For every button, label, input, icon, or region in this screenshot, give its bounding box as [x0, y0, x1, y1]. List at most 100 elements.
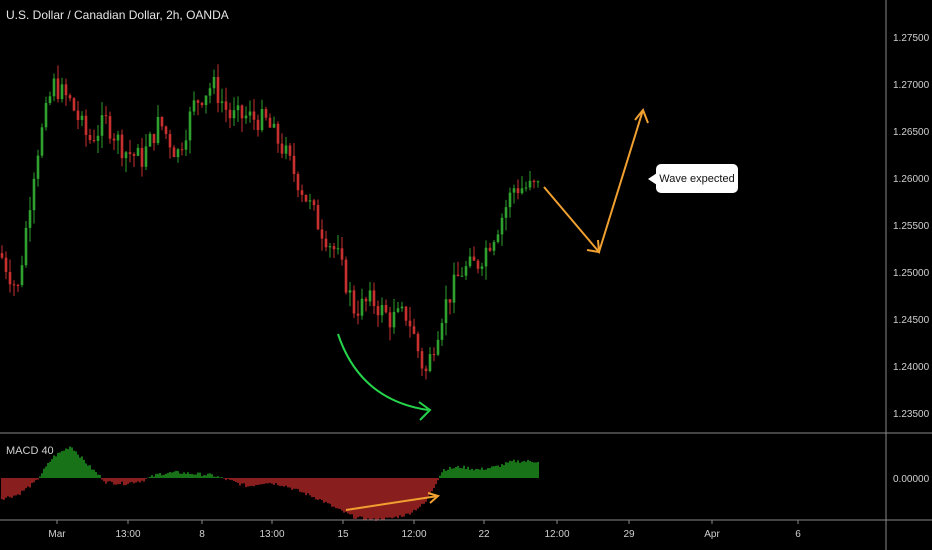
candle-body — [64, 84, 68, 96]
macd-bar — [491, 466, 493, 478]
macd-bar — [185, 473, 187, 478]
macd-bar — [479, 469, 481, 478]
candle-body — [32, 178, 36, 211]
macd-bar — [501, 464, 503, 478]
candle-body — [160, 116, 164, 127]
candle-body — [280, 143, 284, 154]
macd-bar — [233, 478, 235, 482]
macd-bar — [441, 472, 443, 478]
macd-bar — [407, 478, 409, 514]
macd-bar — [527, 459, 529, 478]
macd-bar — [149, 476, 151, 478]
candle-body — [416, 333, 420, 352]
candle-body — [372, 290, 376, 307]
candle-body — [36, 155, 40, 179]
candle-body — [356, 313, 360, 316]
macd-bar — [345, 478, 347, 512]
macd-bar — [25, 478, 27, 489]
price-tick-label: 1.25500 — [893, 221, 930, 232]
candle-body — [328, 246, 332, 248]
orange-arrow-head-up — [634, 108, 649, 124]
macd-bar — [313, 478, 315, 498]
macd-bar — [117, 478, 119, 485]
macd-bar — [463, 465, 465, 478]
macd-bar — [287, 478, 289, 488]
macd-bar — [311, 478, 313, 498]
macd-bar — [189, 473, 191, 478]
candle-body — [156, 116, 160, 144]
candle-body — [192, 100, 196, 112]
time-tick-label: 6 — [795, 529, 801, 540]
macd-bar — [135, 478, 137, 483]
macd-bar — [9, 478, 11, 498]
macd-bar — [521, 461, 523, 478]
candle-body — [368, 290, 372, 302]
candle-body — [220, 101, 224, 103]
candle-body — [132, 153, 136, 156]
macd-bar — [355, 478, 357, 519]
candle-body — [404, 306, 408, 321]
macd-bar — [235, 478, 237, 482]
candle-body — [200, 102, 204, 106]
macd-bar — [533, 462, 535, 478]
macd-bar — [485, 469, 487, 478]
macd-bar — [245, 478, 247, 488]
candle-body — [492, 242, 496, 251]
macd-bar — [335, 478, 337, 509]
macd-bar — [187, 472, 189, 478]
candle-body — [424, 368, 428, 372]
candle-body — [28, 210, 32, 228]
candle-body — [112, 138, 116, 141]
macd-bar — [207, 473, 209, 478]
macd-bar — [259, 478, 261, 485]
macd-bar — [121, 478, 123, 482]
candle-body — [320, 229, 324, 239]
macd-bar — [65, 448, 67, 478]
macd-bar — [85, 463, 87, 478]
macd-bar — [11, 478, 13, 498]
candle-body — [144, 146, 148, 167]
macd-bar — [83, 459, 85, 478]
macd-bar — [87, 465, 89, 478]
candle-body — [212, 76, 216, 89]
macd-bar — [291, 478, 293, 490]
macd-bar — [457, 465, 459, 478]
macd-bar — [229, 478, 231, 480]
macd-bar — [159, 473, 161, 478]
macd-bar — [53, 455, 55, 478]
candle-body — [72, 98, 76, 111]
macd-bar — [327, 478, 329, 504]
macd-label: MACD 40 — [6, 445, 54, 457]
macd-bar — [71, 447, 73, 478]
candle-body — [396, 308, 400, 312]
macd-bar — [163, 474, 165, 478]
time-tick-label: 29 — [623, 529, 635, 540]
candle-body — [432, 354, 436, 356]
macd-bar — [519, 462, 521, 478]
time-tick-label: 22 — [478, 529, 490, 540]
macd-bar — [265, 478, 267, 484]
candle-body — [448, 299, 452, 303]
macd-bar — [91, 469, 93, 478]
macd-bar — [281, 478, 283, 486]
macd-bar — [151, 475, 153, 478]
macd-bar — [423, 478, 425, 504]
macd-bar — [341, 478, 343, 511]
candle-body — [148, 133, 152, 147]
macd-bar — [447, 469, 449, 478]
macd-bar — [177, 471, 179, 478]
candle-body — [304, 194, 308, 202]
candle-body — [60, 84, 64, 100]
macd-bar — [181, 473, 183, 478]
macd-bar — [385, 478, 387, 518]
candle-body — [312, 200, 316, 206]
macd-bar — [43, 468, 45, 478]
macd-bar — [21, 478, 23, 491]
candle-body — [104, 115, 108, 117]
macd-bar — [525, 461, 527, 478]
candle-body — [216, 76, 220, 103]
macd-bar — [483, 469, 485, 478]
macd-bar — [125, 478, 127, 485]
macd-bar — [55, 456, 57, 478]
